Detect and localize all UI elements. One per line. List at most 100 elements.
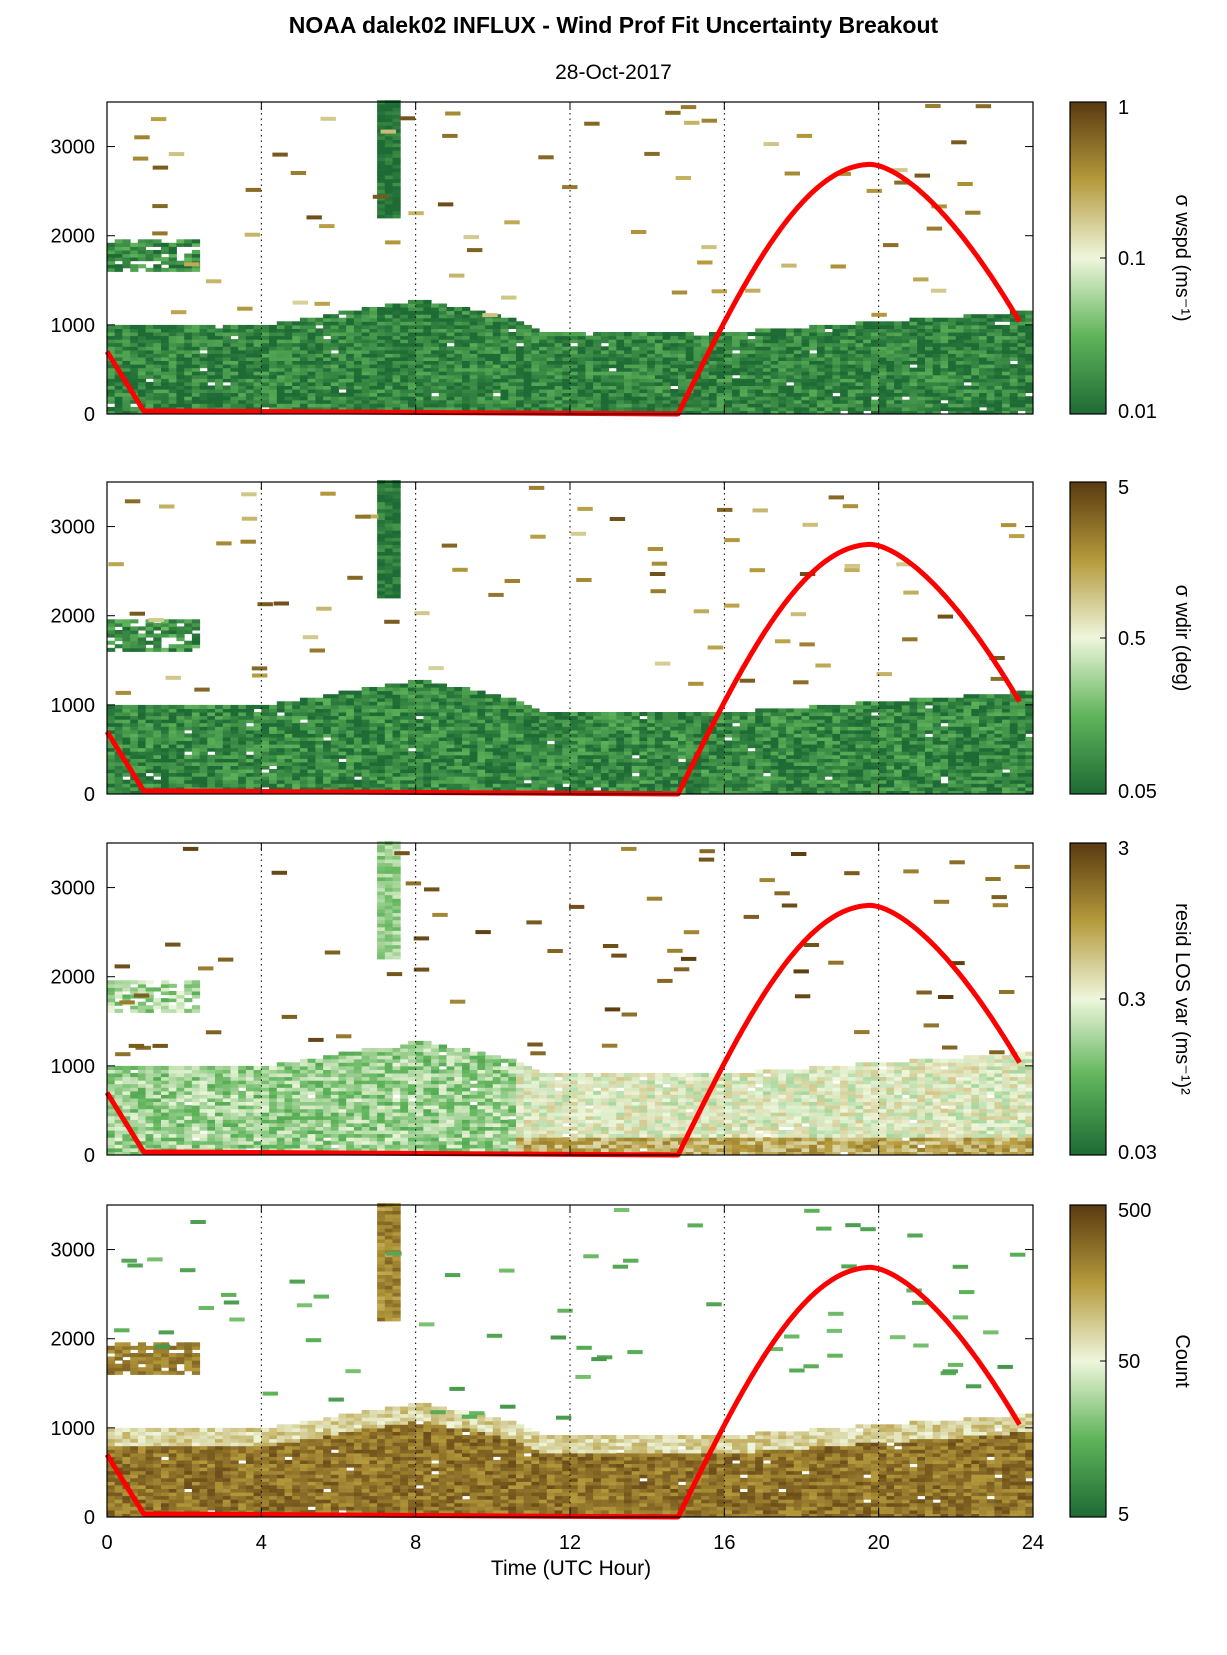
heatmap-cell xyxy=(570,740,579,745)
heatmap-cell xyxy=(431,342,440,347)
heatmap-cell xyxy=(377,103,386,108)
heatmap-cell xyxy=(307,374,316,379)
heatmap-cell xyxy=(724,353,733,358)
heatmap-cell xyxy=(516,736,525,741)
heatmap-cell xyxy=(1025,346,1034,351)
heatmap-cell xyxy=(107,253,116,258)
heatmap-cell xyxy=(315,328,324,333)
heatmap-cell xyxy=(161,769,170,774)
heatmap-cell xyxy=(477,328,486,333)
heatmap-cell xyxy=(107,772,116,777)
heatmap-cell xyxy=(824,367,833,372)
heatmap-cell xyxy=(346,690,355,695)
heatmap-cell xyxy=(469,346,478,351)
heatmap-cell xyxy=(184,364,193,369)
heatmap-cell xyxy=(516,776,525,781)
heatmap-cell xyxy=(809,385,818,390)
heatmap-cell xyxy=(145,783,154,788)
heatmap-cell xyxy=(408,389,417,394)
heatmap-cell xyxy=(894,332,903,337)
heatmap-cell xyxy=(500,339,509,344)
heatmap-cell xyxy=(438,303,447,308)
heatmap-cell xyxy=(539,719,548,724)
heatmap-cell xyxy=(423,733,432,738)
heatmap-cell xyxy=(384,332,393,337)
heatmap-cell xyxy=(631,396,640,401)
heatmap-cell xyxy=(423,747,432,752)
heatmap-cell xyxy=(276,364,285,369)
heatmap-cell xyxy=(392,761,401,766)
heatmap-cell xyxy=(462,701,471,706)
heatmap-cell xyxy=(1009,410,1018,415)
heatmap-cell xyxy=(230,708,239,713)
heatmap-cell xyxy=(130,360,139,365)
heatmap-cell xyxy=(516,708,525,713)
heatmap-cell xyxy=(168,360,177,365)
heatmap-cell xyxy=(261,367,270,372)
heatmap-cell xyxy=(276,786,285,791)
heatmap-cell xyxy=(330,719,339,724)
heatmap-cell xyxy=(755,410,764,415)
heatmap-cell xyxy=(485,342,494,347)
heatmap-cell xyxy=(377,150,386,155)
heatmap-cell xyxy=(384,694,393,699)
heatmap-cell xyxy=(994,399,1003,404)
heatmap-cell xyxy=(477,378,486,383)
heatmap-cell xyxy=(431,729,440,734)
heatmap-cell xyxy=(269,758,278,763)
heatmap-cell xyxy=(454,769,463,774)
heatmap-cell xyxy=(454,396,463,401)
heatmap-cell xyxy=(323,342,332,347)
heatmap-cell xyxy=(369,371,378,376)
heatmap-cell xyxy=(485,722,494,727)
heatmap-cell xyxy=(284,719,293,724)
heatmap-cell xyxy=(207,729,216,734)
heatmap-cell xyxy=(199,751,208,756)
heatmap-cell xyxy=(122,396,131,401)
heatmap-cell xyxy=(245,342,255,347)
heatmap-cell xyxy=(292,708,301,713)
heatmap-cell xyxy=(222,328,231,333)
heatmap-cell xyxy=(215,349,224,354)
heatmap-cell xyxy=(654,364,664,369)
heatmap-cell xyxy=(137,253,147,258)
heatmap-cell xyxy=(994,371,1003,376)
heatmap-cell xyxy=(840,371,849,376)
heatmap-cell xyxy=(701,378,710,383)
heatmap-cell xyxy=(438,783,447,788)
heatmap-cell xyxy=(477,385,486,390)
heatmap-cell xyxy=(284,715,293,720)
heatmap-cell xyxy=(392,385,401,390)
heatmap-cell xyxy=(207,740,216,745)
heatmap-cell xyxy=(384,736,393,741)
heatmap-cell xyxy=(408,378,417,383)
heatmap-cell xyxy=(616,396,625,401)
heatmap-cell xyxy=(299,396,309,401)
heatmap-cell xyxy=(855,385,864,390)
heatmap-cell xyxy=(701,245,717,250)
heatmap-cell xyxy=(253,747,262,752)
heatmap-cell xyxy=(739,392,748,397)
heatmap-cell xyxy=(1025,332,1034,337)
heatmap-cell xyxy=(485,353,494,358)
heatmap-cell xyxy=(238,356,247,361)
heatmap-cell xyxy=(801,396,810,401)
heatmap-cell xyxy=(917,396,926,401)
heatmap-cell xyxy=(230,364,239,369)
heatmap-cell xyxy=(199,736,208,741)
heatmap-cell xyxy=(863,360,872,365)
heatmap-cell xyxy=(477,772,486,777)
heatmap-cell xyxy=(423,729,432,734)
heatmap-cell xyxy=(369,744,378,749)
heatmap-cell xyxy=(917,317,926,322)
heatmap-cell xyxy=(901,342,910,347)
heatmap-cell xyxy=(986,360,995,365)
heatmap-cell xyxy=(986,367,995,372)
heatmap-cell xyxy=(361,715,370,720)
heatmap-cell xyxy=(168,152,185,157)
heatmap-cell xyxy=(415,342,424,347)
heatmap-cell xyxy=(562,729,571,734)
heatmap-cell xyxy=(245,740,255,745)
heatmap-cell xyxy=(1017,346,1026,351)
heatmap-cell xyxy=(647,399,656,404)
